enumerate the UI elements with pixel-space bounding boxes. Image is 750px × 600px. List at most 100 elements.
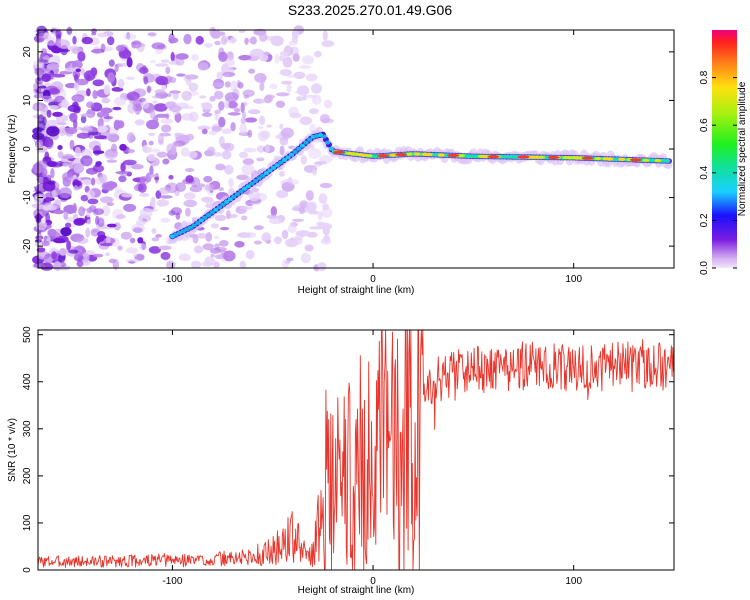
noise-blob bbox=[291, 237, 303, 246]
noise-blob bbox=[214, 40, 221, 46]
noise-blob bbox=[46, 125, 60, 137]
noise-blob bbox=[172, 90, 179, 100]
colorbar-tick-label: 0.6 bbox=[699, 118, 710, 132]
noise-blob bbox=[253, 240, 262, 245]
ridge-core bbox=[270, 165, 277, 170]
noise-blob bbox=[139, 243, 147, 251]
noise-blob bbox=[299, 65, 311, 69]
noise-blob bbox=[107, 133, 120, 143]
ridge-core bbox=[263, 171, 269, 176]
snr-x-axis-label: Height of straight line (km) bbox=[298, 585, 415, 596]
noise-blob bbox=[114, 64, 119, 72]
noise-blob bbox=[323, 99, 333, 109]
noise-blob bbox=[93, 135, 107, 140]
y-tick-label: 0 bbox=[22, 146, 33, 152]
noise-blob bbox=[72, 180, 82, 187]
ridge-core bbox=[224, 199, 230, 204]
x-tick-label: -100 bbox=[162, 576, 182, 587]
noise-blob bbox=[224, 81, 231, 86]
noise-blob bbox=[38, 59, 49, 63]
noise-blob bbox=[37, 120, 46, 132]
noise-blob bbox=[76, 260, 84, 268]
noise-blob bbox=[130, 164, 144, 170]
noise-blob bbox=[149, 110, 156, 119]
noise-blob bbox=[152, 100, 158, 104]
noise-blob bbox=[125, 258, 140, 263]
noise-blob bbox=[240, 102, 245, 114]
noise-blob bbox=[216, 31, 226, 36]
noise-blob bbox=[229, 36, 236, 44]
noise-blob bbox=[206, 146, 216, 157]
noise-blob bbox=[244, 232, 257, 239]
noise-blob bbox=[91, 32, 97, 36]
noise-blob bbox=[157, 201, 165, 207]
noise-blob bbox=[90, 67, 98, 77]
noise-blob bbox=[165, 66, 171, 75]
noise-blob bbox=[107, 36, 115, 46]
noise-blob bbox=[224, 164, 234, 175]
noise-blob bbox=[80, 115, 87, 124]
y-tick-label: 400 bbox=[22, 373, 33, 390]
noise-blob bbox=[214, 109, 221, 115]
noise-blob bbox=[320, 238, 332, 245]
noise-blob bbox=[43, 33, 52, 41]
noise-blob bbox=[94, 163, 101, 168]
noise-blobs bbox=[31, 25, 335, 272]
noise-blob bbox=[93, 253, 104, 258]
noise-blob bbox=[212, 82, 225, 88]
y-tick-label: 300 bbox=[22, 420, 33, 437]
noise-blob bbox=[183, 33, 192, 45]
noise-blob bbox=[120, 231, 132, 240]
ridge-peak bbox=[594, 157, 602, 161]
noise-blob bbox=[169, 76, 177, 84]
snr-y-ticks: 0 100 200 300 400 500 bbox=[22, 326, 674, 573]
noise-blob bbox=[149, 60, 157, 64]
noise-blob bbox=[155, 234, 163, 238]
noise-blob bbox=[64, 67, 76, 73]
noise-blob bbox=[58, 253, 66, 263]
noise-blob bbox=[287, 179, 300, 185]
noise-blob bbox=[123, 33, 137, 41]
noise-blob bbox=[213, 152, 222, 157]
noise-blob bbox=[244, 37, 249, 45]
noise-blob bbox=[75, 68, 81, 73]
noise-blob bbox=[168, 105, 182, 113]
noise-blob bbox=[201, 128, 208, 135]
noise-blob bbox=[245, 250, 255, 260]
noise-blob bbox=[313, 50, 322, 58]
noise-blob bbox=[34, 205, 47, 210]
y-tick-label: 10 bbox=[22, 94, 33, 106]
noise-blob bbox=[227, 112, 241, 116]
noise-blob bbox=[149, 173, 157, 178]
ridge-peak bbox=[365, 154, 373, 158]
ridge-peak bbox=[538, 155, 546, 159]
noise-blob bbox=[156, 151, 168, 158]
noise-blob bbox=[237, 82, 244, 89]
noise-blob bbox=[301, 55, 315, 65]
noise-blob bbox=[131, 40, 142, 49]
noise-blob bbox=[223, 250, 236, 262]
noise-blob bbox=[80, 194, 89, 202]
noise-blob bbox=[264, 35, 277, 41]
noise-blob bbox=[106, 202, 114, 207]
noise-blob bbox=[150, 196, 156, 207]
noise-blob bbox=[280, 80, 293, 85]
noise-blob bbox=[139, 192, 150, 198]
noise-blob bbox=[86, 219, 92, 225]
noise-blob bbox=[278, 170, 285, 177]
noise-blob bbox=[127, 102, 136, 114]
noise-blob bbox=[178, 253, 191, 261]
noise-blob bbox=[209, 95, 216, 102]
noise-blob bbox=[71, 94, 85, 103]
noise-blob bbox=[209, 26, 217, 37]
noise-blob bbox=[59, 248, 67, 256]
noise-blob bbox=[140, 100, 150, 109]
noise-blob bbox=[287, 224, 297, 233]
noise-blob bbox=[162, 158, 170, 165]
noise-blob bbox=[185, 175, 194, 183]
noise-blob bbox=[305, 73, 318, 82]
noise-blob bbox=[34, 68, 45, 76]
noise-blob bbox=[314, 161, 327, 165]
noise-blob bbox=[78, 206, 85, 217]
noise-blob bbox=[160, 118, 174, 124]
